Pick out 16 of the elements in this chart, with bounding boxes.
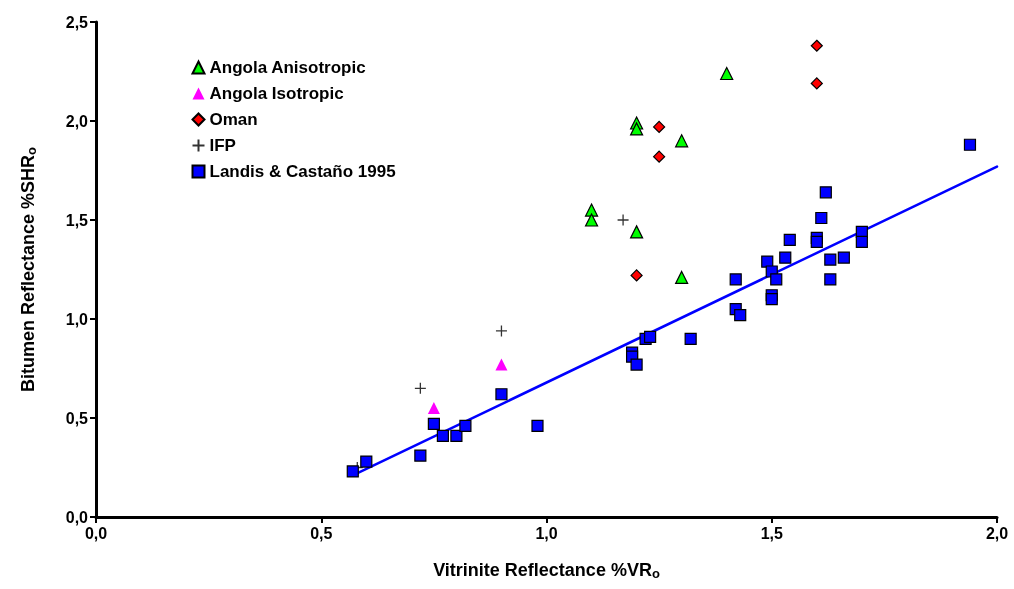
legend-label: Angola Isotropic [209,84,344,103]
x-tick-label: 0,5 [310,524,333,542]
legend-label: IFP [209,136,236,155]
y-tick-label: 0,0 [65,508,89,526]
y-tick-label: 2,0 [65,112,89,130]
y-tick-label: 2,5 [65,13,89,31]
x-tick-label: 2,0 [985,524,1009,542]
legend-label: Oman [209,110,258,129]
y-tick-label: 1,5 [65,211,89,229]
y-tick-label: 1,0 [65,310,89,328]
legend-label: Landis & Castaño 1995 [209,162,396,181]
legend-label: Angola Anisotropic [209,58,366,77]
x-tick-label: 1,0 [535,524,558,542]
x-tick-label: 1,5 [760,524,783,542]
y-tick-label: 0,5 [65,409,89,427]
x-tick-label: 0,0 [84,524,108,542]
